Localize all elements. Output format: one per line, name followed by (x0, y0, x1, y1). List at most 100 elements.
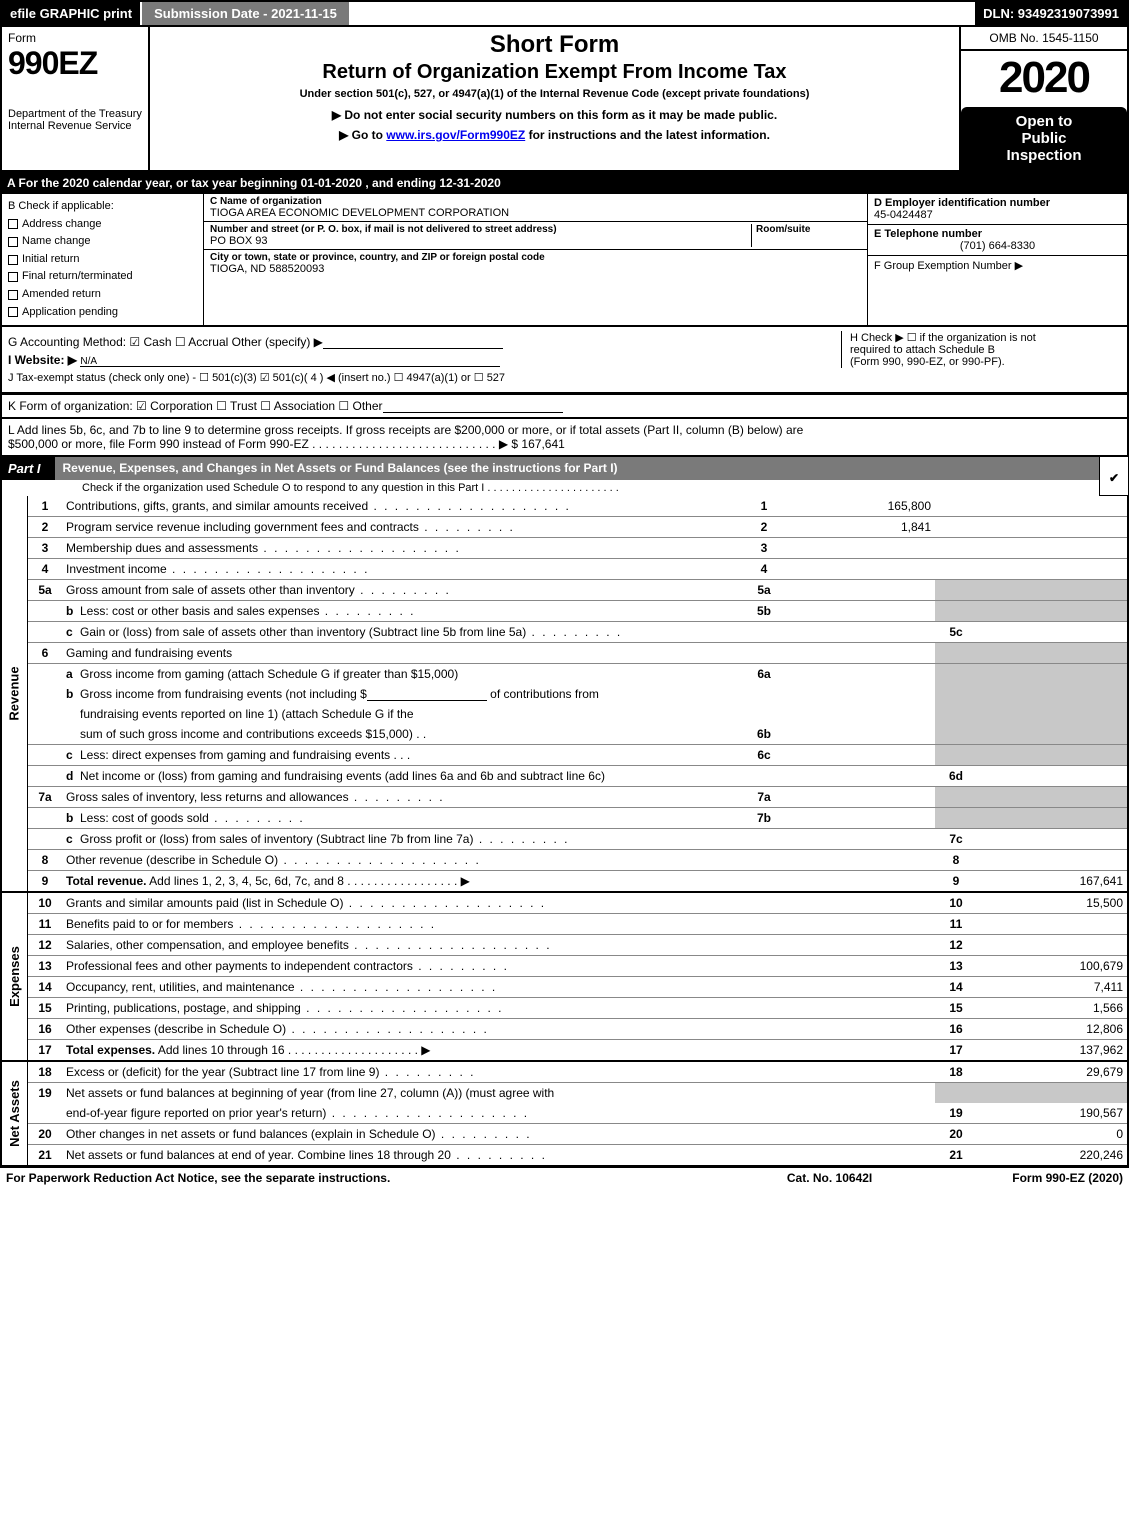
org-addr: PO BOX 93 (210, 235, 751, 247)
phone-row: E Telephone number (701) 664-8330 (868, 225, 1127, 256)
f-label: F Group Exemption Number ▶ (874, 259, 1121, 272)
open2: Public (1021, 130, 1066, 147)
b-check-label: B Check if applicable: (8, 198, 197, 216)
room-label: Room/suite (756, 224, 861, 235)
ssn-note: ▶ Do not enter social security numbers o… (160, 108, 949, 122)
netassets-section: Net Assets 18Excess or (deficit) for the… (0, 1062, 1129, 1167)
org-city-row: City or town, state or province, country… (204, 250, 867, 277)
line-15: 15Printing, publications, postage, and s… (28, 998, 1127, 1019)
part1-title: Revenue, Expenses, and Changes in Net As… (55, 457, 1099, 480)
open-public: Open to Public Inspection (961, 107, 1127, 170)
dept-treasury: Department of the Treasury (8, 108, 142, 120)
line-6c: cLess: direct expenses from gaming and f… (28, 745, 1127, 766)
chk-address[interactable]: Address change (8, 216, 197, 234)
info-section: G Accounting Method: ☑ Cash ☐ Accrual Ot… (0, 327, 1129, 394)
addr-label: Number and street (or P. O. box, if mail… (210, 224, 751, 235)
h2: required to attach Schedule B (850, 344, 1121, 356)
city-label: City or town, state or province, country… (210, 252, 861, 263)
line-7c: cGross profit or (loss) from sales of in… (28, 829, 1127, 850)
line-17: 17Total expenses. Add lines 10 through 1… (28, 1040, 1127, 1061)
form-header: Form 990EZ Department of the Treasury In… (0, 27, 1129, 172)
line-5a: 5aGross amount from sale of assets other… (28, 580, 1127, 601)
form-number: 990EZ (8, 45, 142, 82)
chk-name[interactable]: Name change (8, 233, 197, 251)
revenue-side-label: Revenue (2, 496, 28, 891)
open1: Open to (1016, 113, 1073, 130)
line-20: 20Other changes in net assets or fund ba… (28, 1124, 1127, 1145)
revenue-section: Revenue 1Contributions, gifts, grants, a… (0, 496, 1129, 893)
tax-year: 2020 (961, 51, 1127, 105)
ein-row: D Employer identification number 45-0424… (868, 194, 1127, 225)
row-j: J Tax-exempt status (check only one) - ☐… (8, 371, 1121, 384)
entity-right: D Employer identification number 45-0424… (867, 194, 1127, 325)
k-text: K Form of organization: ☑ Corporation ☐ … (8, 399, 383, 413)
header-center: Short Form Return of Organization Exempt… (150, 27, 959, 170)
open3: Inspection (1006, 147, 1081, 164)
efile-label: efile GRAPHIC print (2, 2, 140, 25)
line-19b: end-of-year figure reported on prior yea… (28, 1103, 1127, 1124)
phone: (701) 664-8330 (874, 240, 1121, 252)
header-right: OMB No. 1545-1150 2020 Open to Public In… (959, 27, 1127, 170)
k-blank[interactable] (383, 399, 563, 413)
i-label: I Website: ▶ (8, 353, 77, 367)
chk-initial[interactable]: Initial return (8, 251, 197, 269)
line-16: 16Other expenses (describe in Schedule O… (28, 1019, 1127, 1040)
line-10: 10Grants and similar amounts paid (list … (28, 893, 1127, 914)
org-city: TIOGA, ND 588520093 (210, 263, 861, 275)
checkbox-column: B Check if applicable: Address change Na… (2, 194, 204, 325)
part1-tab: Part I (0, 457, 55, 480)
part1-title-text: Revenue, Expenses, and Changes in Net As… (63, 461, 618, 475)
form-word: Form (8, 31, 142, 45)
ein: 45-0424487 (874, 209, 1121, 221)
6b-blank[interactable] (367, 687, 487, 701)
dln: DLN: 93492319073991 (975, 2, 1127, 25)
efile-text: efile GRAPHIC print (10, 6, 132, 21)
submission-date: Submission Date - 2021-11-15 (140, 2, 349, 25)
org-name: TIOGA AREA ECONOMIC DEVELOPMENT CORPORAT… (210, 207, 861, 219)
goto-line: ▶ Go to www.irs.gov/Form990EZ for instru… (160, 128, 949, 142)
g-blank[interactable] (323, 335, 503, 349)
chk-amended[interactable]: Amended return (8, 286, 197, 304)
line-2: 2Program service revenue including gover… (28, 517, 1127, 538)
org-addr-row: Number and street (or P. O. box, if mail… (204, 222, 867, 250)
website-field[interactable]: N/A (80, 353, 500, 367)
under-section: Under section 501(c), 527, or 4947(a)(1)… (160, 88, 949, 100)
footer: For Paperwork Reduction Act Notice, see … (0, 1167, 1129, 1188)
spacer (349, 2, 975, 25)
return-title: Return of Organization Exempt From Incom… (160, 61, 949, 84)
line-12: 12Salaries, other compensation, and empl… (28, 935, 1127, 956)
chk-final[interactable]: Final return/terminated (8, 268, 197, 286)
footer-right: Form 990-EZ (2020) (1012, 1171, 1123, 1185)
netassets-table: 18Excess or (deficit) for the year (Subt… (28, 1062, 1127, 1165)
l-text2: $500,000 or more, file Form 990 instead … (8, 437, 1121, 451)
line-3: 3Membership dues and assessments3 (28, 538, 1127, 559)
part1-header: Part I Revenue, Expenses, and Changes in… (0, 457, 1129, 496)
line-4: 4Investment income4 (28, 559, 1127, 580)
entity-block: B Check if applicable: Address change Na… (0, 194, 1129, 327)
short-form-title: Short Form (160, 31, 949, 59)
line-6: 6Gaming and fundraising events (28, 643, 1127, 664)
line-6b-3: sum of such gross income and contributio… (28, 724, 1127, 745)
line-21: 21Net assets or fund balances at end of … (28, 1145, 1127, 1166)
entity-center: C Name of organization TIOGA AREA ECONOM… (204, 194, 867, 325)
line-6a: aGross income from gaming (attach Schedu… (28, 664, 1127, 685)
footer-center: Cat. No. 10642I (787, 1171, 872, 1185)
part1-sub: Check if the organization used Schedule … (0, 480, 1099, 496)
d-label: D Employer identification number (874, 197, 1121, 209)
expenses-section: Expenses 10Grants and similar amounts pa… (0, 893, 1129, 1062)
h1: H Check ▶ ☐ if the organization is not (850, 331, 1121, 344)
c-label: C Name of organization (210, 196, 861, 207)
line-5c: cGain or (loss) from sale of assets othe… (28, 622, 1127, 643)
line-6b: bGross income from fundraising events (n… (28, 684, 1127, 704)
part1-check[interactable]: ✔ (1099, 457, 1129, 496)
line-7b: bLess: cost of goods sold7b (28, 808, 1127, 829)
e-label: E Telephone number (874, 228, 1121, 240)
line-18: 18Excess or (deficit) for the year (Subt… (28, 1062, 1127, 1083)
chk-pending[interactable]: Application pending (8, 304, 197, 322)
line-13: 13Professional fees and other payments t… (28, 956, 1127, 977)
l-text1: L Add lines 5b, 6c, and 7b to line 9 to … (8, 423, 1121, 437)
irs-label: Internal Revenue Service (8, 120, 142, 132)
website-value: N/A (80, 356, 97, 367)
g-text: G Accounting Method: ☑ Cash ☐ Accrual Ot… (8, 335, 323, 349)
goto-link[interactable]: www.irs.gov/Form990EZ (386, 128, 525, 142)
